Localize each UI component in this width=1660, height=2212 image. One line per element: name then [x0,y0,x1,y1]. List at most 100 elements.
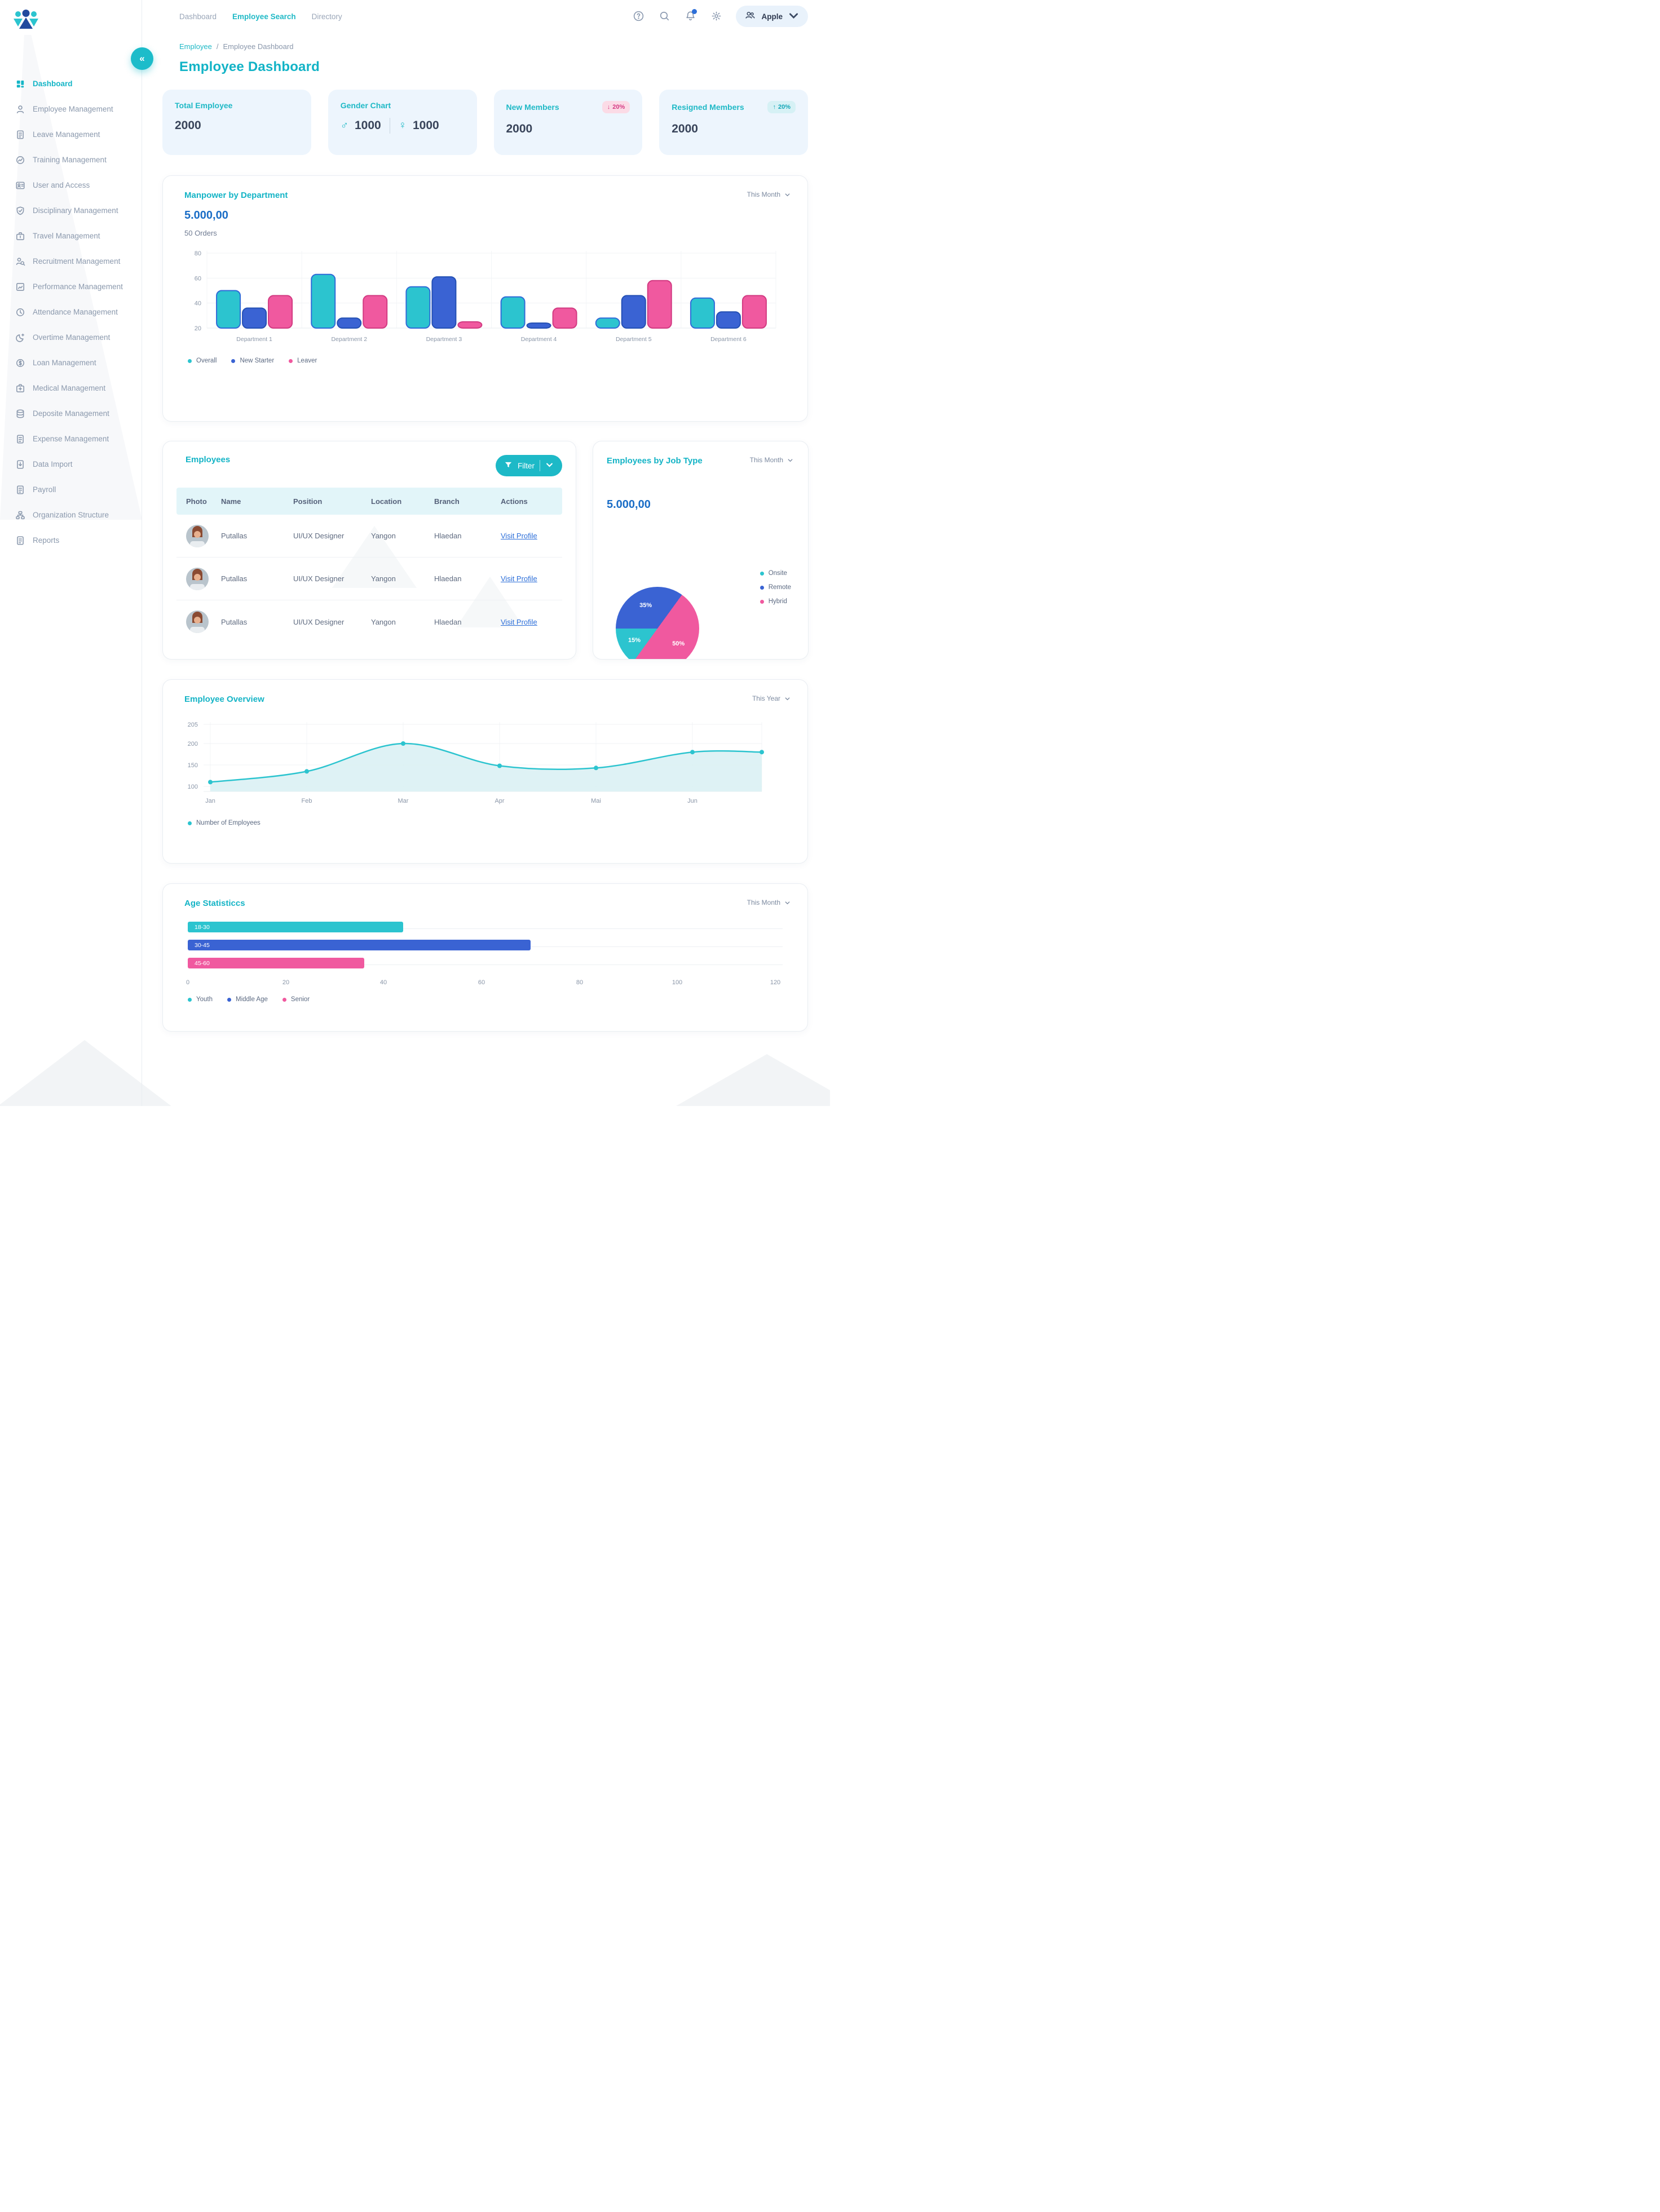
avatar [186,610,221,633]
column-header-location: Location [371,497,402,506]
panel-title: Employees by Job Type [607,456,703,466]
chevron-down-icon [785,901,790,904]
people-icon [744,10,756,23]
manpower-period-selector[interactable]: This Month [747,191,791,198]
filter-label: Filter [518,461,535,470]
visit-profile-link[interactable]: Visit Profile [501,617,537,626]
filter-button[interactable]: Filter [496,455,562,476]
sidebar-item-leave-management[interactable]: Leave Management [0,122,142,147]
legend-item-middle-age: Middle Age [227,996,268,1003]
search-icon [659,11,670,24]
employees-by-job-type-panel: Employees by Job Type This Month 5.000,0… [593,441,809,660]
cell-position: UI/UX Designer [293,532,345,540]
sidebar-item-disciplinary-management[interactable]: Disciplinary Management [0,198,142,223]
sidebar-item-label: User and Access [33,181,90,189]
cell-name: Putallas [221,532,248,540]
sidebar-item-attendance-management[interactable]: Attendance Management [0,299,142,325]
sidebar-item-employee-management[interactable]: Employee Management [0,96,142,122]
sidebar-collapse-button[interactable]: « [131,47,153,70]
sidebar-item-label: Leave Management [33,130,100,139]
legend-item-youth: Youth [188,996,213,1003]
help-button[interactable] [632,10,644,23]
cell-branch: Hlaedan [434,532,462,540]
period-label: This Month [747,899,780,906]
jobtype-period-selector[interactable]: This Month [750,456,793,464]
svg-text:60: 60 [195,275,201,282]
avatar [186,567,221,590]
breadcrumb-employee-link[interactable]: Employee [179,42,212,51]
breadcrumb: Employee / Employee Dashboard [179,42,808,51]
sidebar-item-travel-management[interactable]: Travel Management [0,223,142,249]
svg-text:20: 20 [195,325,201,332]
topnav-employee-search[interactable]: Employee Search [232,12,296,21]
job-type-pie-chart: 15% 35% 50% [616,587,699,659]
sidebar-item-dashboard[interactable]: Dashboard [0,71,142,96]
sidebar-item-medical-management[interactable]: Medical Management [0,375,142,401]
stat-title: Resigned Members [672,103,744,112]
age-bar-chart: 18-30 30-45 45-60 0 20 40 60 80 100 120 [186,922,783,990]
chart-icon [15,282,25,292]
search-button[interactable] [658,10,670,23]
sidebar-item-label: Employee Management [33,105,113,113]
period-label: This Month [747,191,780,198]
column-header-name: Name [221,497,241,506]
arrow-down-icon: ↓ [607,104,611,110]
moon-plus-icon [15,333,25,343]
x-axis-ticks: 0 20 40 60 80 100 120 [186,979,783,990]
svg-text:Jun: Jun [687,798,697,804]
period-label: This Month [749,456,783,464]
shield-check-icon [15,206,25,216]
sidebar-item-expense-management[interactable]: Expense Management [0,426,142,452]
period-label: This Year [752,694,780,702]
sidebar-item-training-management[interactable]: Training Management [0,147,142,172]
sidebar-item-organization-structure[interactable]: Organization Structure [0,502,142,528]
male-count: 1000 [355,119,381,132]
sidebar-item-deposite-management[interactable]: Deposite Management [0,401,142,426]
employee-dashboard-app: Dashboard Employee Management Leave Manage… [0,0,830,1106]
settings-button[interactable] [710,10,722,23]
age-period-selector[interactable]: This Month [747,899,791,906]
cell-position: UI/UX Designer [293,574,345,583]
visit-profile-link[interactable]: Visit Profile [501,532,537,540]
visit-profile-link[interactable]: Visit Profile [501,574,537,583]
pie-slice-label: 15% [628,636,641,644]
page-title: Employee Dashboard [179,59,320,74]
legend-item-new-starter: New Starter [231,357,274,364]
svg-text:Department 3: Department 3 [426,336,462,343]
cell-name: Putallas [221,617,248,626]
sidebar-item-payroll[interactable]: Payroll [0,477,142,502]
svg-text:40: 40 [195,300,201,307]
notifications-button[interactable] [684,9,697,23]
sidebar-item-performance-management[interactable]: Performance Management [0,274,142,299]
topnav-directory[interactable]: Directory [311,12,342,21]
legend-item-overall: Overall [188,357,217,364]
sidebar-item-overtime-management[interactable]: Overtime Management [0,325,142,350]
badge-value: 20% [778,104,791,110]
stat-title: Total Employee [175,101,233,110]
svg-text:Department 1: Department 1 [236,336,272,343]
manpower-bar-chart: 80 60 40 20 Department 1 Department 2 Departme… [181,246,793,350]
svg-text:Apr: Apr [495,798,504,804]
sidebar-item-user-and-access[interactable]: User and Access [0,172,142,198]
age-bar-18-30: 18-30 [188,922,403,932]
person-icon [15,104,25,114]
breadcrumb-current: Employee Dashboard [223,42,294,51]
panel-title: Employees [186,455,231,464]
sidebar-item-loan-management[interactable]: Loan Management [0,350,142,375]
table-header: Photo Name Position Location Branch Actions [176,488,562,515]
sidebar-item-reports[interactable]: Reports [0,528,142,553]
age-bar-30-45: 30-45 [188,940,531,950]
panel-title: Employee Overview [184,694,264,704]
topnav-dashboard[interactable]: Dashboard [179,12,217,21]
topnav: Dashboard Employee Search Directory [179,12,342,21]
sidebar-item-label: Travel Management [33,232,100,240]
sidebar-item-data-import[interactable]: Data Import [0,452,142,477]
overview-period-selector[interactable]: This Year [752,694,791,702]
svg-text:100: 100 [188,784,198,790]
sidebar-item-recruitment-management[interactable]: Recruitment Management [0,249,142,274]
profile-menu[interactable]: Apple [736,6,808,27]
overview-legend: Number of Employees [188,820,807,826]
medical-case-icon [15,383,25,393]
axis-track [188,928,783,929]
cell-location: Yangon [371,532,396,540]
